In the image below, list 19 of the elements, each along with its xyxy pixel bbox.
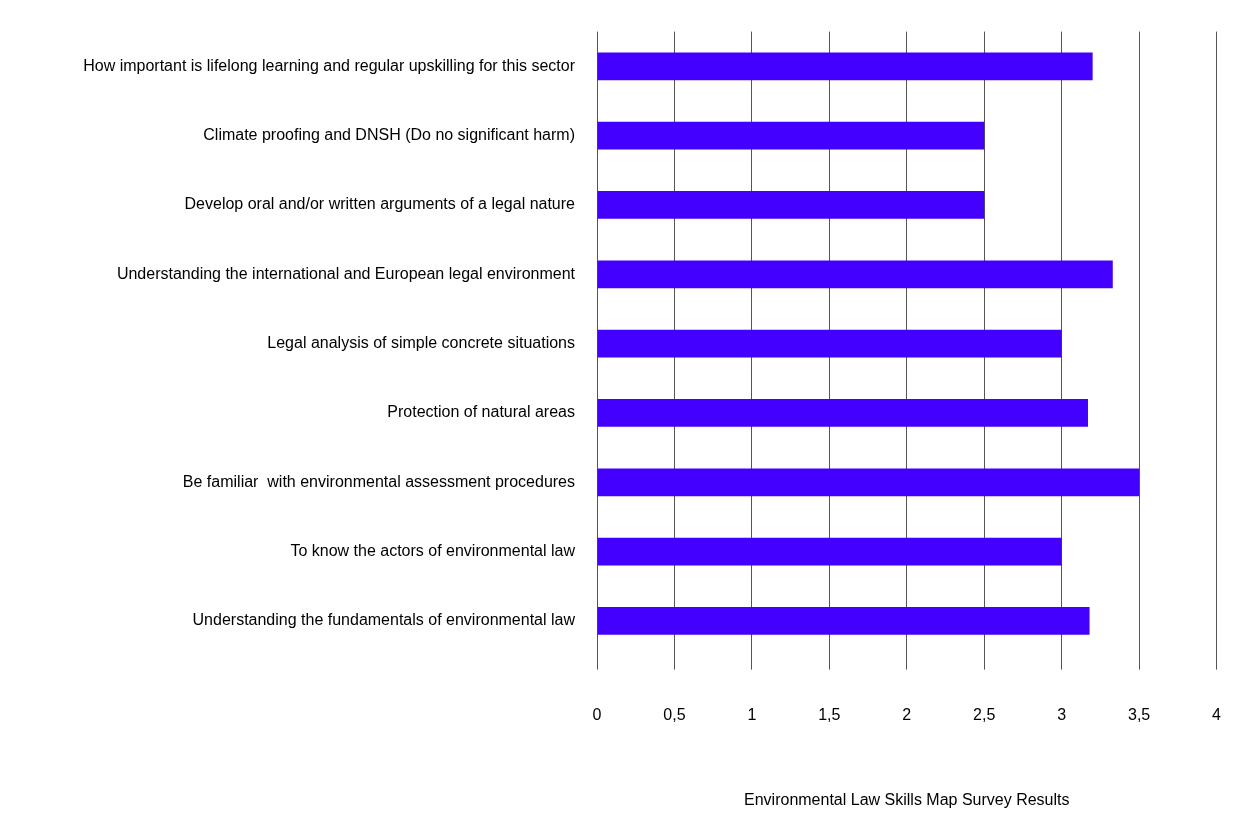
x-tick-label: 0,5 <box>663 705 686 723</box>
y-tick-label: Protection of natural areas <box>387 403 575 421</box>
x-tick-label: 0 <box>592 705 602 723</box>
x-tick-label: 3,5 <box>1127 705 1151 723</box>
x-tick-label: 2,5 <box>973 705 996 723</box>
x-tick-label: 1 <box>747 705 757 723</box>
y-tick-label: Legal analysis of simple concrete situations <box>267 334 575 352</box>
y-tick-label: To know the actors of environmental law <box>290 542 576 560</box>
x-tick-label: 1,5 <box>818 705 841 723</box>
y-tick-label: Understanding the international and European legal environment <box>116 264 576 282</box>
x-tick-label: 4 <box>1212 705 1222 723</box>
x-tick-label: 3 <box>1057 705 1067 723</box>
y-tick-label: Understanding the fundamentals of environmental law <box>192 611 576 629</box>
y-tick-label: Develop oral and/or written arguments of a legal nature <box>184 195 576 213</box>
x-axis-title: Environmental Law Skills Map Survey Results <box>744 790 1070 808</box>
y-tick-label: Be familiar with environmental assessment procedures <box>182 472 575 490</box>
x-tick-label: 2 <box>902 705 912 723</box>
y-tick-label: How important is lifelong learning and regular upskilling for this sector <box>83 56 576 74</box>
y-tick-label: Climate proofing and DNSH (Do no significant harm) <box>203 126 575 144</box>
